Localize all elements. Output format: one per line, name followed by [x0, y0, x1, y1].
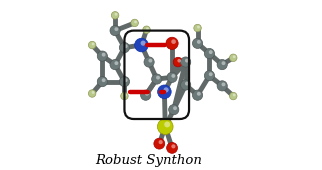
- Circle shape: [141, 41, 146, 46]
- Circle shape: [230, 54, 237, 62]
- Circle shape: [110, 26, 120, 36]
- Circle shape: [97, 51, 108, 61]
- Circle shape: [146, 27, 149, 30]
- Circle shape: [92, 91, 94, 94]
- Circle shape: [92, 42, 94, 45]
- Circle shape: [193, 90, 203, 100]
- Circle shape: [119, 76, 129, 87]
- Circle shape: [230, 92, 237, 100]
- Text: Robust Synthon: Robust Synthon: [96, 154, 203, 167]
- Circle shape: [166, 37, 178, 49]
- Circle shape: [157, 119, 173, 134]
- Circle shape: [204, 71, 214, 81]
- Circle shape: [169, 105, 179, 115]
- Circle shape: [154, 138, 165, 149]
- Circle shape: [124, 78, 128, 82]
- Circle shape: [197, 40, 201, 44]
- Circle shape: [167, 72, 177, 82]
- Circle shape: [164, 122, 170, 128]
- Circle shape: [97, 76, 108, 87]
- Circle shape: [181, 57, 191, 67]
- Circle shape: [156, 76, 160, 80]
- Circle shape: [110, 59, 120, 70]
- Circle shape: [171, 144, 175, 148]
- Circle shape: [164, 87, 169, 92]
- Circle shape: [204, 48, 214, 59]
- Circle shape: [124, 44, 128, 48]
- Circle shape: [102, 78, 106, 82]
- Circle shape: [177, 59, 181, 63]
- Circle shape: [135, 38, 148, 52]
- Circle shape: [89, 41, 96, 49]
- Circle shape: [121, 92, 128, 100]
- Circle shape: [89, 90, 96, 97]
- Circle shape: [171, 74, 175, 78]
- Circle shape: [173, 106, 177, 110]
- Circle shape: [185, 59, 189, 63]
- Circle shape: [185, 82, 189, 86]
- Circle shape: [134, 20, 137, 23]
- Circle shape: [157, 85, 171, 99]
- Circle shape: [114, 27, 118, 31]
- Circle shape: [124, 94, 127, 96]
- Circle shape: [115, 13, 118, 16]
- Circle shape: [217, 59, 227, 70]
- Circle shape: [145, 92, 149, 96]
- Circle shape: [194, 24, 201, 32]
- Circle shape: [166, 142, 177, 153]
- Circle shape: [193, 38, 203, 48]
- Circle shape: [233, 55, 236, 58]
- Circle shape: [148, 59, 152, 63]
- Circle shape: [197, 26, 200, 28]
- Circle shape: [102, 53, 106, 57]
- Circle shape: [141, 90, 151, 100]
- Circle shape: [209, 72, 213, 76]
- Circle shape: [119, 42, 129, 53]
- Circle shape: [159, 140, 163, 144]
- Circle shape: [171, 39, 176, 44]
- Circle shape: [152, 74, 162, 84]
- Circle shape: [197, 92, 201, 96]
- Circle shape: [217, 81, 227, 91]
- Circle shape: [144, 57, 154, 67]
- Circle shape: [131, 19, 138, 27]
- Circle shape: [222, 82, 225, 86]
- Circle shape: [173, 57, 183, 67]
- Circle shape: [209, 50, 213, 54]
- Circle shape: [181, 80, 191, 90]
- Circle shape: [233, 94, 236, 96]
- Circle shape: [222, 61, 225, 65]
- Circle shape: [114, 61, 118, 65]
- Circle shape: [143, 26, 150, 33]
- Circle shape: [111, 12, 119, 19]
